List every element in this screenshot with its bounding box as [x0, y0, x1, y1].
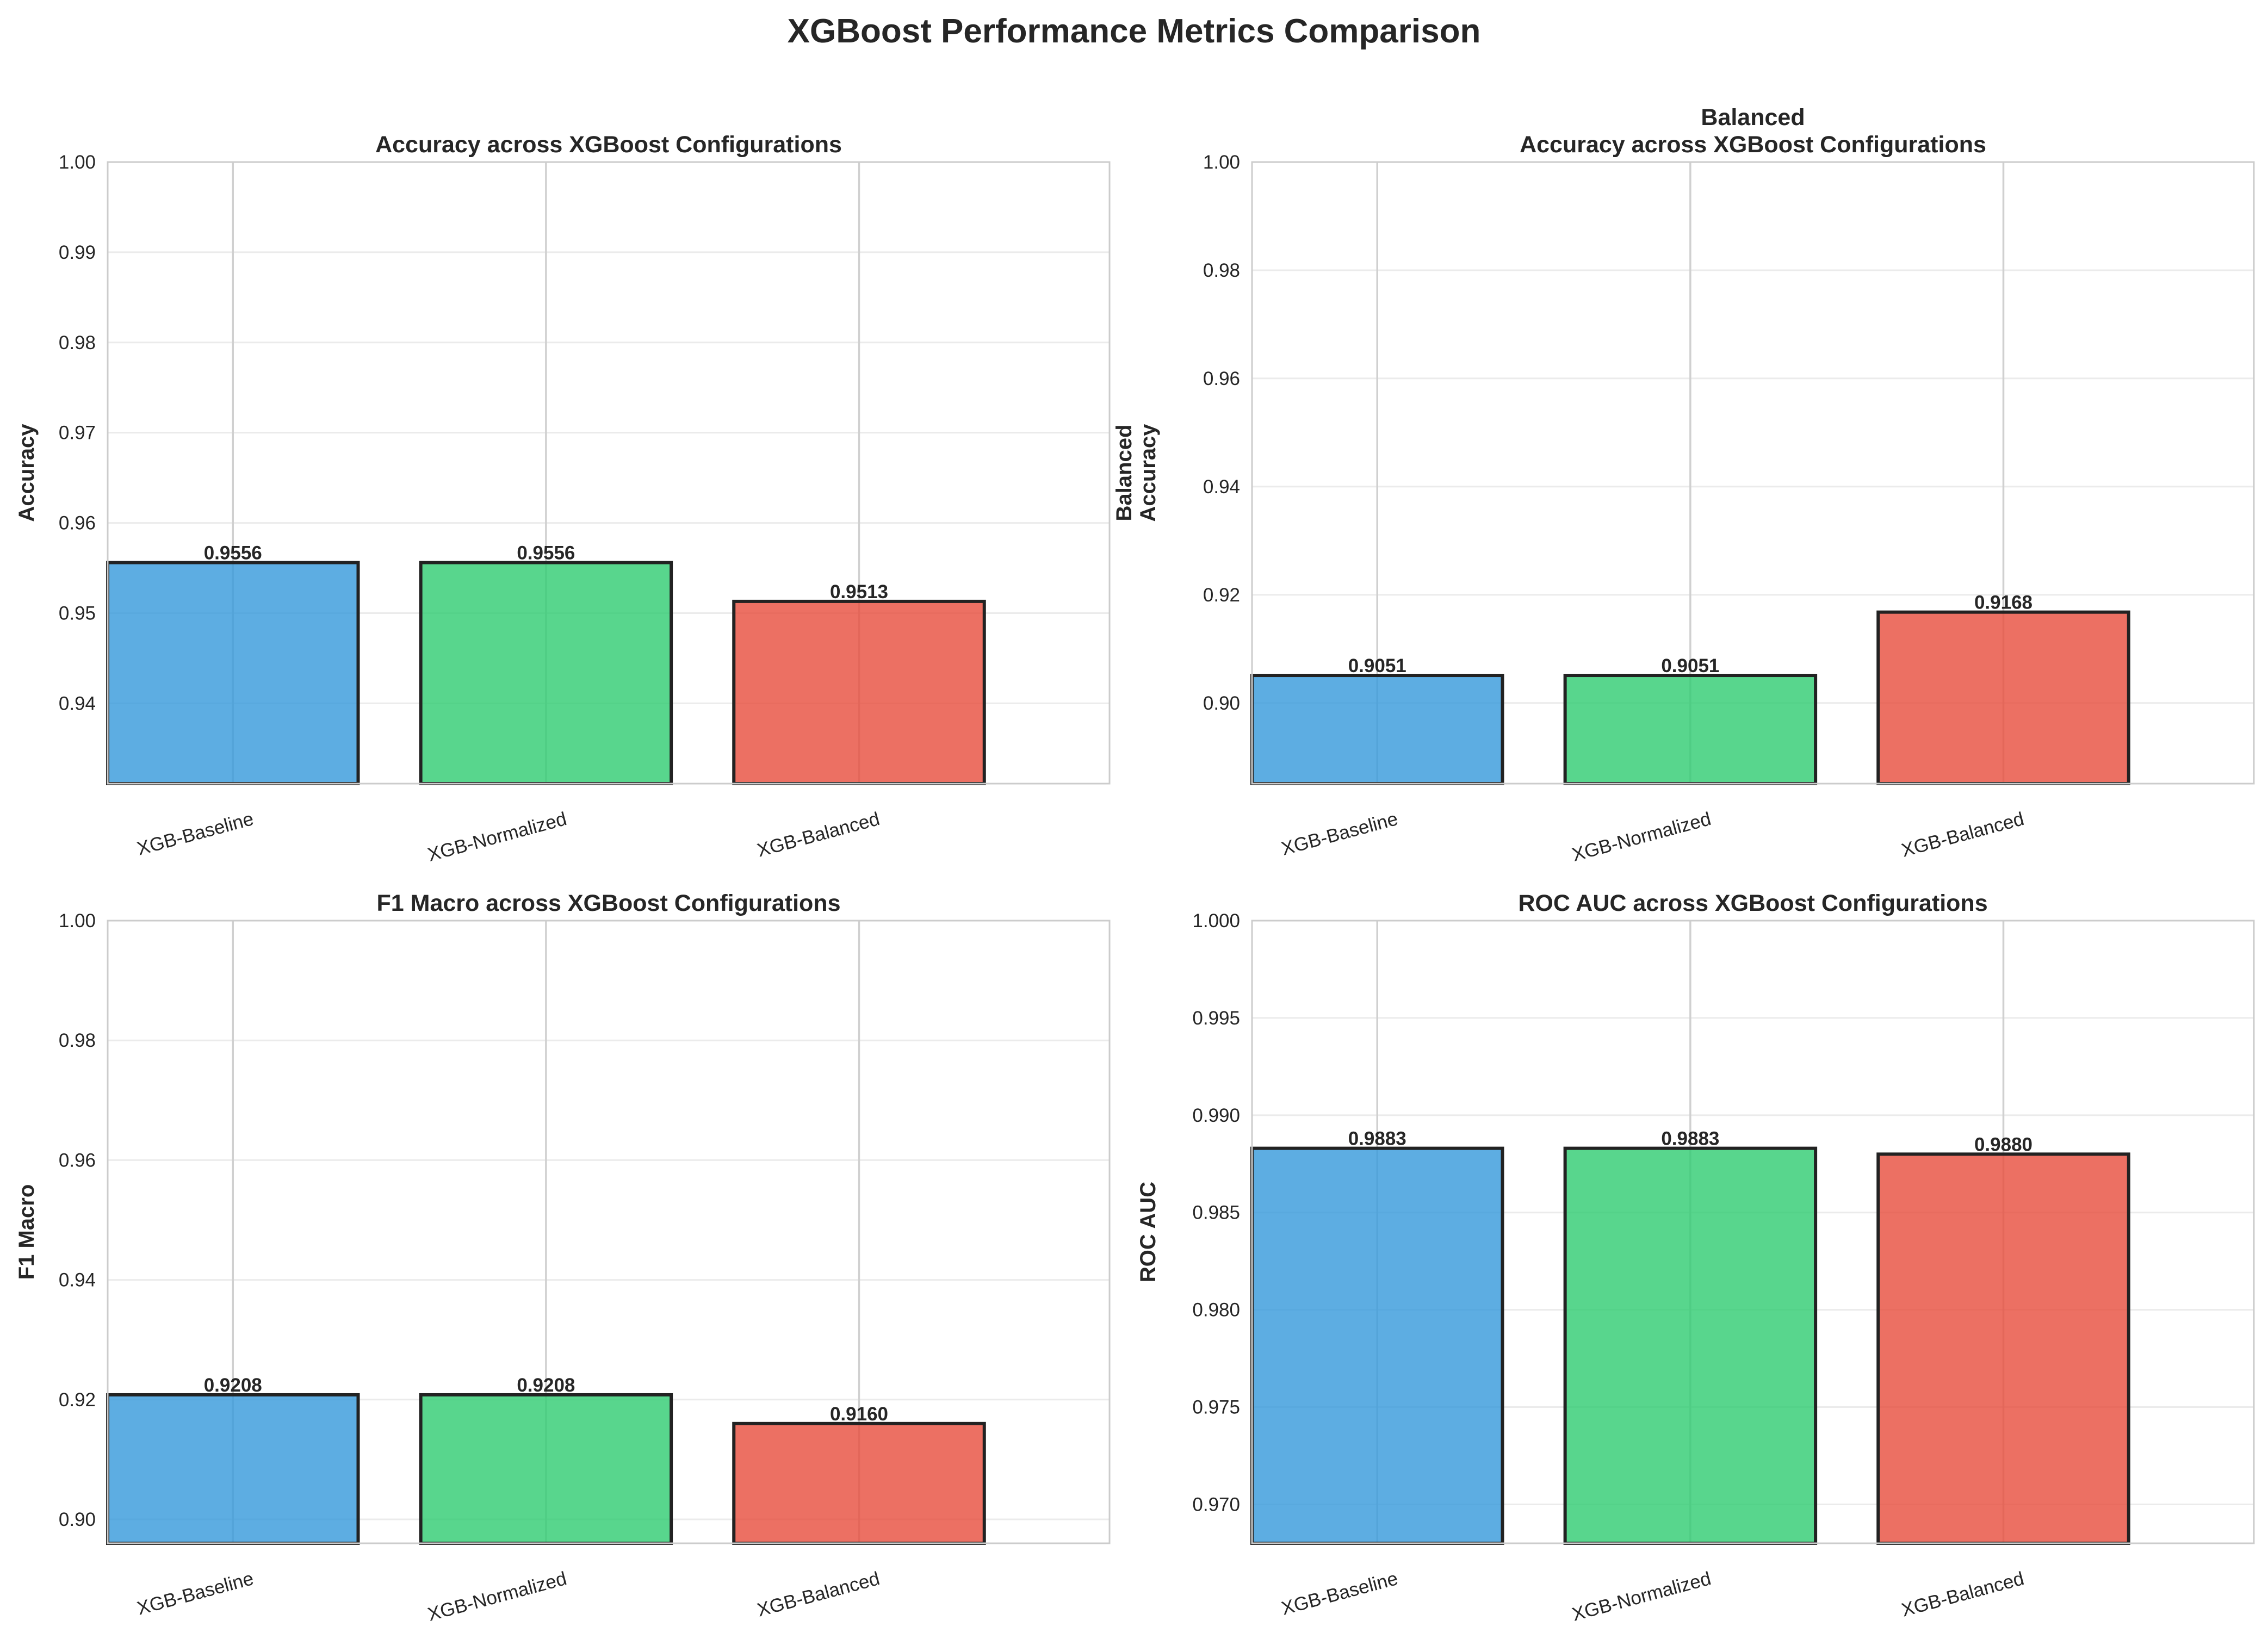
bar-value-label: 0.9051	[1661, 655, 1719, 676]
y-tick-label: 0.980	[1192, 1300, 1240, 1321]
bar-value-label: 0.9513	[830, 581, 888, 603]
figure-title: XGBoost Performance Metrics Comparison	[788, 13, 1481, 50]
axes-frame	[107, 920, 1111, 1544]
bar-value-label: 0.9168	[1974, 592, 2032, 613]
y-axis-label: Balanced	[1112, 425, 1136, 522]
bar-xgb-normalized	[1563, 674, 1818, 786]
y-tick-label: 0.94	[59, 693, 96, 714]
subplot-title: Balanced	[1701, 104, 1805, 131]
x-tick-label: XGB-Balanced	[755, 808, 882, 861]
x-tick-label: XGB-Baseline	[1279, 808, 1400, 860]
y-axis-label: ROC AUC	[1136, 1182, 1160, 1282]
y-tick-label: 0.94	[59, 1270, 96, 1291]
bar-value-label: 0.9160	[830, 1404, 888, 1425]
subplot-grid: 0.9556 0.95560.95130.940.950.960.970.980.…	[15, 104, 2255, 1625]
bar-xgb-balanced	[732, 599, 986, 786]
subplot-3: 0.9208 0.9208 0.9160 0.90 0.92 0.94 0.96 0.98 1.…	[15, 890, 1111, 1625]
y-tick-label: 0.92	[59, 1389, 96, 1411]
x-tick-label: XGB-Baseline	[135, 1568, 256, 1619]
y-tick-label: 0.99	[59, 242, 96, 263]
x-tick-label: XGB-Normalized	[425, 1568, 569, 1625]
x-tick-label: XGB-Normalized	[1570, 1568, 1713, 1625]
y-axis-label: Accuracy	[1136, 424, 1160, 522]
bar-xgb-balanced	[732, 1421, 986, 1545]
bar-xgb-baseline	[1250, 674, 1504, 786]
bar-xgb-balanced	[1876, 610, 2130, 786]
y-tick-label: 0.96	[59, 513, 96, 534]
bar-value-label: 0.9883	[1348, 1128, 1406, 1150]
y-tick-label: 0.97	[59, 423, 96, 444]
bar-xgb-balanced	[1876, 1152, 2130, 1545]
bar-xgb-baseline	[106, 561, 360, 785]
bar-value-label: 0.9556	[204, 543, 262, 564]
bar-value-label: 0.9556	[517, 543, 575, 564]
y-axis-label: Accuracy	[15, 424, 39, 522]
x-tick-label: XGB-Balanced	[755, 1568, 882, 1621]
x-tick-label: XGB-Normalized	[425, 808, 569, 866]
y-tick-label: 0.970	[1192, 1494, 1240, 1515]
axes-frame	[1251, 920, 2255, 1544]
bar-xgb-normalized	[419, 1393, 673, 1545]
y-tick-label: 1.00	[59, 910, 96, 932]
subplot-title: ROC AUC across XGBoost Configurations	[1518, 890, 1987, 916]
x-tick-label: XGB-Balanced	[1899, 808, 2027, 861]
x-tick-label: XGB-Baseline	[135, 808, 256, 860]
y-tick-label: 0.90	[59, 1509, 96, 1530]
axes-frame	[1251, 161, 2255, 785]
y-tick-label: 0.990	[1192, 1105, 1240, 1126]
y-tick-label: 0.985	[1192, 1202, 1240, 1224]
y-tick-label: 0.90	[1203, 693, 1240, 714]
bar-xgb-baseline	[1250, 1146, 1504, 1545]
axes-frame	[107, 161, 1111, 785]
bar-xgb-normalized	[1563, 1146, 1818, 1545]
y-tick-label: 1.00	[1203, 152, 1240, 173]
bar-value-label: 0.9051	[1348, 655, 1406, 676]
subplot-4: 0.9883 0.9883 0.9880 0.970 0.975 0.980 0.985 0.…	[1136, 890, 2255, 1625]
y-tick-label: 0.96	[1203, 368, 1240, 389]
y-tick-label: 0.94	[1203, 476, 1240, 498]
y-tick-label: 0.98	[1203, 260, 1240, 281]
y-tick-label: 0.98	[59, 1030, 96, 1051]
y-tick-label: 0.95	[59, 603, 96, 624]
subplot-title: Accuracy across XGBoost Configurations	[375, 132, 842, 158]
bar-xgb-baseline	[106, 1393, 360, 1545]
y-axis-label: F1 Macro	[15, 1184, 39, 1280]
y-tick-label: 1.00	[59, 152, 96, 173]
x-tick-label: XGB-Balanced	[1899, 1568, 2027, 1621]
bar-xgb-normalized	[419, 561, 673, 785]
y-tick-label: 1.000	[1192, 910, 1240, 932]
subplot-title: Accuracy across XGBoost Configurations	[1520, 132, 1986, 158]
y-tick-label: 0.98	[59, 332, 96, 353]
y-tick-label: 0.975	[1192, 1397, 1240, 1418]
bar-value-label: 0.9208	[204, 1375, 262, 1396]
bar-value-label: 0.9883	[1661, 1128, 1719, 1150]
y-tick-label: 0.995	[1192, 1008, 1240, 1029]
x-tick-label: XGB-Normalized	[1570, 808, 1713, 866]
x-tick-label: XGB-Baseline	[1279, 1568, 1400, 1619]
bar-value-label: 0.9880	[1974, 1134, 2032, 1155]
y-tick-label: 0.92	[1203, 585, 1240, 606]
bar-value-label: 0.9208	[517, 1375, 575, 1396]
y-tick-label: 0.96	[59, 1150, 96, 1171]
subplot-1: 0.9556 0.9556 0.9513 0.94 0.95 0.96 0.97 0.98 0.…	[15, 132, 1111, 866]
subplot-title: F1 Macro across XGBoost Configurations	[377, 890, 841, 916]
subplot-2: 0.9051 0.9051 0.9168 0.90 0.92 0.94 0.96 0.98 1.…	[1112, 104, 2255, 866]
